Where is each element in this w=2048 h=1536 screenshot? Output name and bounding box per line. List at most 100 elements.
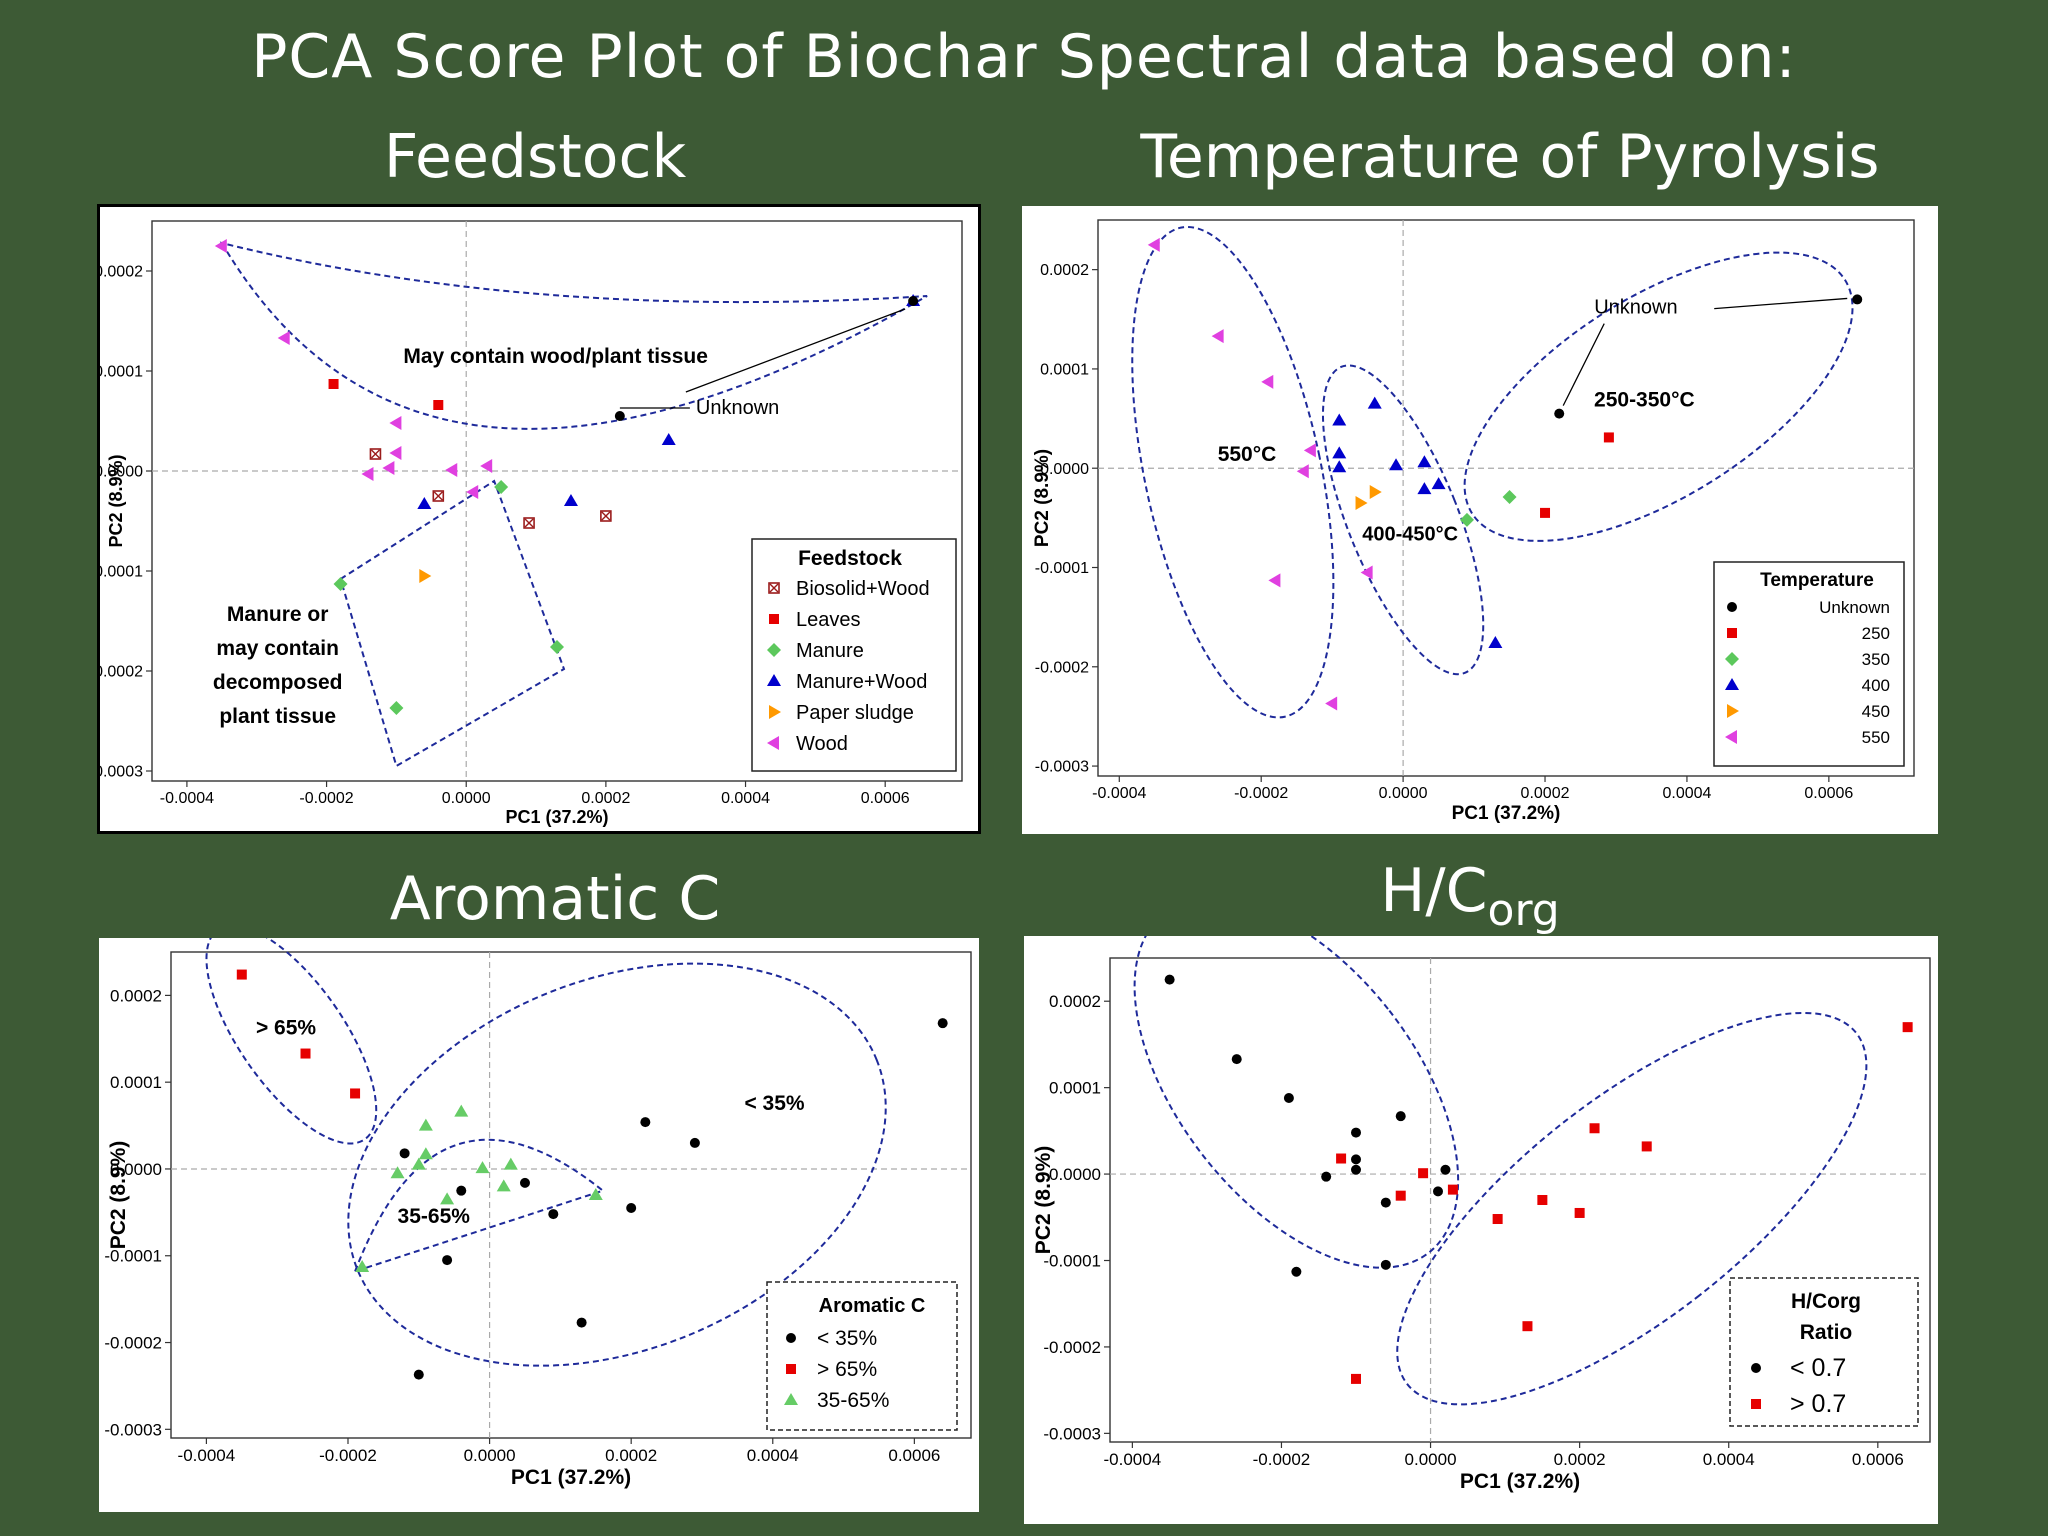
aromatic-point [496, 1179, 511, 1192]
feedstock-point [466, 485, 479, 499]
aromatic-legend-marker [786, 1364, 796, 1374]
temperature-panel: -0.0004 -0.0002 0.0000 0.0002 0.0004 0.0006 0.… [1022, 206, 1938, 834]
feedstock-xtick-label: 0.0000 [442, 790, 491, 807]
feedstock-point [661, 433, 676, 445]
hcorg-point [1380, 1197, 1391, 1208]
hcorg-point [1351, 1127, 1361, 1138]
hcorg-point [1321, 1171, 1332, 1182]
hcorg-point [1351, 1154, 1361, 1165]
aromatic-mid-region [353, 1138, 605, 1273]
temperature-ytick-label: -0.0001 [1035, 560, 1089, 577]
aromatic-point [300, 1048, 311, 1059]
aromatic-xtick-label: -0.0004 [178, 1446, 236, 1465]
feedstock-point [550, 640, 564, 654]
temperature-plot-group: -0.0004 -0.0002 0.0000 0.0002 0.0004 0.0006 0.… [1032, 219, 1915, 824]
feedstock-point [419, 569, 432, 583]
hcorg-ytick-label: 0.0000 [1049, 1165, 1101, 1184]
aromatic-annotation-low: < 35% [744, 1092, 804, 1115]
aromatic-legend-box [766, 1281, 958, 1431]
hcorg-point [1395, 1111, 1406, 1122]
feedstock-point [614, 411, 625, 421]
aromatic-point [355, 1260, 370, 1273]
temperature-xtick-label: -0.0004 [1092, 785, 1146, 802]
hcorg-point [1641, 1141, 1652, 1152]
aromatic-point [454, 1104, 469, 1117]
feedstock-legend-title: Feedstock [798, 547, 902, 570]
aromatic-point [390, 1166, 405, 1179]
feedstock-title: Feedstock [383, 122, 687, 192]
hcorg-point [1492, 1214, 1503, 1225]
hcorg-xtick-label: -0.0002 [1253, 1450, 1311, 1469]
aromatic-point [418, 1147, 433, 1160]
feedstock-ylabel: PC2 (8.9%) [106, 454, 126, 547]
feedstock-point [480, 459, 493, 473]
temperature-point [1325, 696, 1338, 711]
feedstock-xtick-label: 0.0006 [861, 790, 910, 807]
feedstock-legend-label: Manure+Wood [796, 671, 927, 693]
feedstock-annotation-manure-3: decomposed [213, 671, 343, 694]
temperature-annotation-unknown: Unknown [1594, 297, 1677, 319]
feedstock-ytick-label: -0.0001 [100, 564, 143, 581]
aromatic-point [442, 1255, 453, 1266]
hcorg-ytick-label: -0.0003 [1043, 1424, 1101, 1443]
aromatic-point [350, 1088, 361, 1099]
temperature-point [1211, 329, 1224, 344]
feedstock-annotation-manure-1: Manure or [227, 603, 329, 626]
aromatic-ytick-label: -0.0002 [104, 1333, 162, 1352]
temperature-legend-title: Temperature [1760, 570, 1874, 591]
hcorg-point [1589, 1123, 1600, 1134]
hcorg-high-region [1396, 1011, 1868, 1406]
aromatic-legend-marker [784, 1393, 798, 1405]
aromatic-xtick-label: -0.0002 [319, 1446, 377, 1465]
feedstock-point [277, 331, 290, 345]
feedstock-legend: Feedstock Biosolid+Wood Leaves Manure Manure… [751, 538, 957, 772]
feedstock-point [382, 461, 395, 475]
aromatic-plot-frame [170, 951, 972, 1439]
temperature-xlabel: PC1 (37.2%) [1452, 803, 1561, 824]
aromatic-ytick-label: 0.0001 [110, 1073, 162, 1092]
aromatic-legend-label: > 65% [817, 1358, 877, 1381]
temperature-xtick-label: 0.0000 [1379, 785, 1428, 802]
aromatic-point [440, 1192, 455, 1205]
aromatic-legend-label: < 35% [817, 1327, 877, 1350]
aromatic-low-region [347, 962, 887, 1367]
temperature-legend-label: 400 [1862, 676, 1890, 695]
feedstock-point [494, 480, 509, 494]
hcorg-legend-title: H/Corg [1791, 1290, 1861, 1313]
feedstock-point [523, 517, 535, 529]
aromatic-xtick-label: 0.0006 [888, 1446, 940, 1465]
aromatic-point [588, 1188, 603, 1200]
hcorg-ytick-label: 0.0002 [1049, 992, 1101, 1011]
feedstock-point [214, 239, 227, 253]
aromatic-panel: -0.0004 -0.0002 0.0000 0.0002 0.0004 0.0006 0.… [99, 938, 979, 1512]
feedstock-legend-marker [767, 736, 779, 750]
temperature-point [1417, 482, 1432, 495]
hcorg-legend: H/Corg Ratio < 0.7 > 0.7 [1729, 1277, 1919, 1427]
feedstock-xtick-label: 0.0004 [721, 790, 770, 807]
hcorg-xtick-label: 0.0006 [1852, 1450, 1904, 1469]
temperature-point [1332, 446, 1347, 459]
feedstock-point [908, 296, 919, 306]
temperature-ytick-label: 0.0002 [1040, 262, 1089, 279]
feedstock-annotation-manure-4: plant tissue [219, 705, 336, 728]
hcorg-point [1447, 1184, 1458, 1195]
hcorg-point [1231, 1054, 1242, 1065]
temperature-point [1332, 413, 1347, 426]
feedstock-legend-label: Wood [796, 733, 848, 755]
feedstock-plot-frame [151, 220, 963, 782]
aromatic-ytick-label: 0.0000 [110, 1160, 162, 1179]
feedstock-legend-marker [769, 614, 779, 624]
aromatic-point [640, 1117, 651, 1128]
temperature-point [1852, 294, 1863, 305]
hcorg-low-region [1133, 936, 1460, 1269]
feedstock-point [361, 467, 374, 481]
temperature-ytick-label: -0.0003 [1035, 759, 1089, 776]
aromatic-ytick-label: -0.0001 [104, 1247, 162, 1266]
aromatic-point [519, 1177, 530, 1188]
temperature-point [1603, 432, 1614, 443]
feedstock-legend-box [751, 538, 957, 772]
feedstock-legend-label: Leaves [796, 609, 861, 631]
aromatic-legend-marker [786, 1333, 796, 1343]
temperature-arrow-unknown-left [1562, 323, 1605, 406]
hcorg-xtick-label: 0.0004 [1703, 1450, 1755, 1469]
